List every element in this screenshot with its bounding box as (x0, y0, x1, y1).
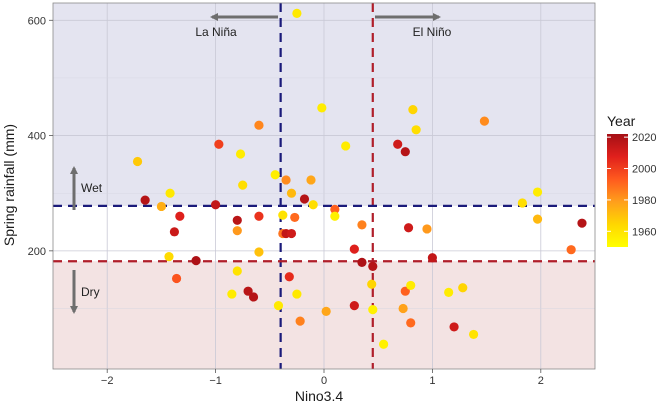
data-point (458, 283, 468, 293)
data-point (406, 318, 416, 328)
colorbar-tick-label: 1980 (632, 195, 656, 207)
data-point (232, 215, 242, 225)
data-point (169, 227, 180, 237)
x-tick-label: −2 (101, 375, 114, 387)
data-point (273, 300, 284, 311)
data-point (532, 214, 543, 224)
data-point (211, 200, 221, 210)
data-point (306, 175, 316, 185)
data-point (254, 211, 264, 221)
data-point (232, 226, 242, 236)
grid-layer (53, 3, 595, 369)
colorbar: Year 1960 1980 2000 2020 (607, 113, 656, 247)
x-tick-label: 0 (321, 375, 327, 387)
annotations-layer: La Niña El Niño Wet Dry (70, 13, 452, 314)
y-tick-label: 600 (28, 15, 46, 27)
data-point (398, 303, 408, 314)
data-point (281, 175, 291, 185)
data-point (517, 198, 527, 208)
data-point (270, 170, 280, 180)
data-point (330, 204, 340, 214)
data-point (140, 195, 150, 205)
data-point (357, 220, 367, 230)
data-point (243, 286, 253, 296)
data-point (411, 125, 421, 135)
colorbar-ramp (607, 134, 628, 247)
data-point (444, 287, 454, 297)
y-tick-label: 400 (28, 131, 46, 143)
data-point (235, 149, 246, 159)
data-point (349, 300, 359, 311)
el-nino-label: El Niño (413, 25, 452, 39)
colorbar-tick-label: 2020 (632, 132, 656, 144)
data-point (278, 210, 288, 220)
data-point (566, 245, 576, 255)
data-point (408, 105, 418, 115)
data-point (379, 339, 389, 349)
data-point (214, 139, 224, 149)
y-tick-label: 200 (28, 246, 46, 258)
data-point (292, 289, 302, 299)
data-point (292, 8, 302, 18)
data-point (403, 223, 414, 233)
data-point (357, 257, 367, 267)
y-axis-title: Spring rainfall (mm) (1, 124, 17, 246)
data-point (308, 200, 318, 210)
colorbar-tick-label: 2000 (632, 164, 656, 176)
data-point (156, 201, 166, 212)
colorbar-ticks: 1960 1980 2000 2020 (607, 132, 656, 238)
data-point (238, 180, 248, 190)
data-point (254, 247, 264, 257)
data-point (248, 292, 259, 302)
data-point (479, 116, 490, 126)
data-point (165, 188, 175, 198)
data-point (299, 194, 310, 204)
data-point (164, 252, 174, 262)
data-point (191, 256, 201, 266)
data-point (341, 141, 351, 151)
data-point (400, 147, 410, 157)
data-point (290, 212, 300, 223)
data-point (171, 273, 182, 284)
data-point (422, 224, 432, 234)
data-point (427, 253, 437, 263)
data-point (368, 261, 378, 272)
data-point (321, 306, 331, 316)
points-layer (132, 8, 587, 349)
la-nina-label: La Niña (195, 25, 237, 39)
data-point (317, 103, 327, 113)
x-tick-label: −1 (209, 375, 222, 387)
data-point (367, 279, 377, 289)
data-point (254, 120, 264, 130)
data-point (368, 305, 378, 315)
data-point (330, 211, 340, 221)
data-point (286, 188, 297, 198)
data-point (227, 289, 237, 299)
x-tick-label: 2 (538, 375, 544, 387)
data-point (295, 316, 305, 326)
colorbar-title: Year (607, 113, 636, 129)
data-point (284, 272, 294, 282)
data-point (232, 266, 242, 276)
dry-label: Dry (81, 285, 100, 299)
data-point (406, 280, 416, 291)
data-point (132, 156, 143, 167)
data-point (577, 218, 587, 228)
wet-label: Wet (81, 181, 103, 195)
data-point (449, 322, 459, 332)
axes-layer: −2 −1 0 1 2 200 400 600 (28, 15, 544, 387)
data-point (175, 211, 185, 221)
data-point (349, 244, 359, 254)
data-point (286, 228, 297, 239)
data-point (532, 187, 543, 197)
x-tick-label: 1 (429, 375, 435, 387)
colorbar-tick-label: 1960 (632, 226, 656, 238)
data-point (400, 286, 410, 296)
data-point (393, 139, 403, 149)
x-axis-title: Nino3.4 (295, 388, 343, 404)
data-point (468, 329, 479, 340)
